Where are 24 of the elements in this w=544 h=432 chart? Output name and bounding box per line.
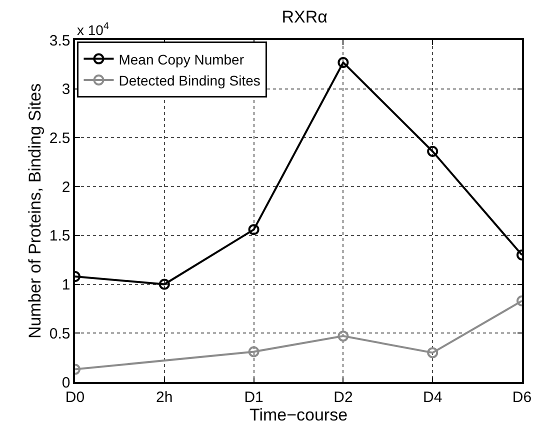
y-tick-label: 1 xyxy=(62,276,70,294)
x-tick-label: D4 xyxy=(423,388,442,406)
point xyxy=(338,330,349,342)
x-tick-label: D0 xyxy=(65,388,85,406)
x-tick-label: 2h xyxy=(156,388,173,406)
legend-label: Detected Binding Sites xyxy=(118,72,260,88)
text: x 10$^{4}$ xyxy=(77,21,110,38)
x-tick-label: D1 xyxy=(244,388,264,406)
chart-title: RXRα xyxy=(282,8,328,27)
y-tick-label: 0.5 xyxy=(49,325,70,342)
y-tick-label: 3 xyxy=(62,81,70,98)
legend-label: Mean Copy Number xyxy=(118,51,244,68)
y-axis-title: Number of Proteins, Binding Sites xyxy=(25,83,44,339)
y-tick-label: 0 xyxy=(62,374,70,392)
y-tick-label: 2.5 xyxy=(49,130,70,147)
x-axis-title: Time−course xyxy=(249,406,348,425)
x-tick-label: D2 xyxy=(334,388,353,406)
point xyxy=(338,56,349,68)
point xyxy=(248,346,260,358)
y-tick-label: 3.5 xyxy=(49,32,70,50)
y-tick-label: 2 xyxy=(62,178,70,196)
y-tick-label: 1.5 xyxy=(49,228,70,245)
point xyxy=(248,224,260,236)
x-tick-label: D6 xyxy=(512,388,532,406)
